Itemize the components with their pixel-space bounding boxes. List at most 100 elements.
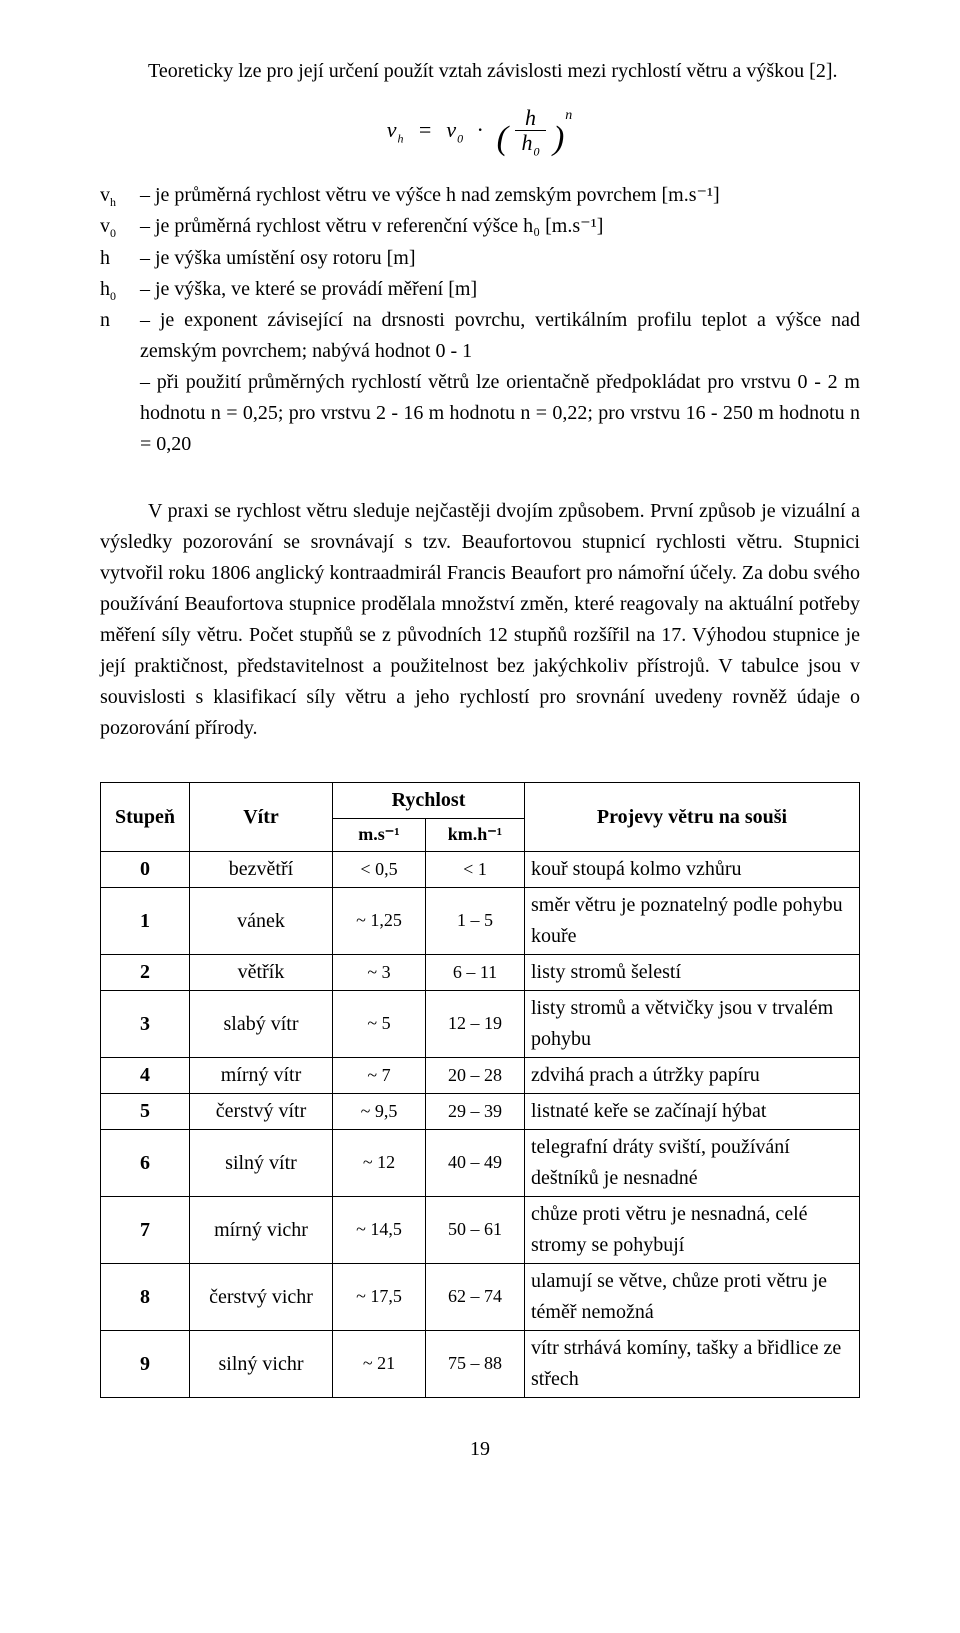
- def-note: – při použití průměrných rychlostí větrů…: [140, 367, 860, 460]
- formula-v0-sub: 0: [457, 131, 464, 145]
- cell-stupen: 1: [101, 888, 190, 955]
- formula-sup: n: [565, 108, 573, 123]
- cell-kmh: 6 – 11: [426, 955, 525, 991]
- cell-vitr: silný vichr: [190, 1331, 333, 1398]
- def-n: n – je exponent závisející na drsnosti p…: [100, 305, 860, 367]
- def-h-text: – je výška umístění osy rotoru [m]: [140, 243, 860, 274]
- formula-den-base: h: [521, 130, 533, 155]
- table-row: 8 čerstvý vichr ~ 17,5 62 – 74 ulamují s…: [101, 1264, 860, 1331]
- formula-lparen: (: [497, 113, 509, 166]
- cell-ms: ~ 12: [333, 1130, 426, 1197]
- table-row: 0 bezvětří < 0,5 < 1 kouř stoupá kolmo v…: [101, 852, 860, 888]
- def-h: h – je výška umístění osy rotoru [m]: [100, 243, 860, 274]
- cell-vitr: vánek: [190, 888, 333, 955]
- table-header-row-1: Stupeň Vítr Rychlost Projevy větru na so…: [101, 783, 860, 819]
- cell-stupen: 9: [101, 1331, 190, 1398]
- cell-ms: ~ 21: [333, 1331, 426, 1398]
- cell-ms: ~ 9,5: [333, 1094, 426, 1130]
- th-kmh: km.h⁻¹: [426, 819, 525, 852]
- cell-projevy: listnaté keře se začínají hýbat: [525, 1094, 860, 1130]
- formula-num: h: [525, 105, 537, 130]
- cell-kmh: 12 – 19: [426, 991, 525, 1058]
- cell-ms: ~ 3: [333, 955, 426, 991]
- cell-kmh: 75 – 88: [426, 1331, 525, 1398]
- cell-projevy: telegrafní dráty sviští, používání deštn…: [525, 1130, 860, 1197]
- cell-vitr: mírný vichr: [190, 1197, 333, 1264]
- def-v0-text: – je průměrná rychlost větru v referenčn…: [140, 211, 860, 242]
- th-projevy: Projevy větru na souši: [525, 783, 860, 852]
- page-number: 19: [100, 1434, 860, 1465]
- definition-list: vh – je průměrná rychlost větru ve výšce…: [100, 180, 860, 461]
- cell-kmh: 1 – 5: [426, 888, 525, 955]
- def-h0-symbol: h0: [100, 274, 140, 306]
- table-row: 7 mírný vichr ~ 14,5 50 – 61 chůze proti…: [101, 1197, 860, 1264]
- cell-vitr: čerstvý vichr: [190, 1264, 333, 1331]
- cell-projevy: chůze proti větru je nesnadná, celé stro…: [525, 1197, 860, 1264]
- cell-kmh: < 1: [426, 852, 525, 888]
- cell-ms: ~ 17,5: [333, 1264, 426, 1331]
- def-n-text: – je exponent závisející na drsnosti pov…: [140, 305, 860, 367]
- def-h0: h0 – je výška, ve které se provádí měřen…: [100, 274, 860, 306]
- formula-eq: =: [417, 117, 433, 142]
- cell-ms: ~ 14,5: [333, 1197, 426, 1264]
- cell-vitr: bezvětří: [190, 852, 333, 888]
- th-ms: m.s⁻¹: [333, 819, 426, 852]
- def-vh-text: – je průměrná rychlost větru ve výšce h …: [140, 180, 860, 211]
- cell-vitr: čerstvý vítr: [190, 1094, 333, 1130]
- cell-stupen: 0: [101, 852, 190, 888]
- formula-lhs-sub: h: [397, 131, 404, 145]
- formula-den-sub: 0: [533, 144, 540, 158]
- cell-projevy: listy stromů šelestí: [525, 955, 860, 991]
- table-row: 4 mírný vítr ~ 7 20 – 28 zdvihá prach a …: [101, 1058, 860, 1094]
- cell-stupen: 5: [101, 1094, 190, 1130]
- cell-kmh: 29 – 39: [426, 1094, 525, 1130]
- cell-projevy: listy stromů a větvičky jsou v trvalém p…: [525, 991, 860, 1058]
- formula-lhs-base: v: [387, 117, 398, 142]
- paragraph-intro: Teoreticky lze pro její určení použít vz…: [100, 56, 860, 87]
- cell-stupen: 3: [101, 991, 190, 1058]
- table-row: 5 čerstvý vítr ~ 9,5 29 – 39 listnaté ke…: [101, 1094, 860, 1130]
- def-v0: v0 – je průměrná rychlost větru v refere…: [100, 211, 860, 243]
- cell-projevy: směr větru je poznatelný podle pohybu ko…: [525, 888, 860, 955]
- def-vh-symbol: vh: [100, 180, 140, 212]
- def-n-symbol: n: [100, 305, 140, 336]
- cell-kmh: 50 – 61: [426, 1197, 525, 1264]
- formula-rparen: ): [553, 113, 565, 166]
- th-rychlost: Rychlost: [333, 783, 525, 819]
- cell-ms: < 0,5: [333, 852, 426, 888]
- cell-projevy: kouř stoupá kolmo vzhůru: [525, 852, 860, 888]
- cell-kmh: 20 – 28: [426, 1058, 525, 1094]
- cell-ms: ~ 5: [333, 991, 426, 1058]
- def-h-symbol: h: [100, 243, 140, 274]
- cell-vitr: slabý vítr: [190, 991, 333, 1058]
- cell-stupen: 7: [101, 1197, 190, 1264]
- table-row: 3 slabý vítr ~ 5 12 – 19 listy stromů a …: [101, 991, 860, 1058]
- th-vitr: Vítr: [190, 783, 333, 852]
- cell-kmh: 40 – 49: [426, 1130, 525, 1197]
- table-row: 1 vánek ~ 1,25 1 – 5 směr větru je pozna…: [101, 888, 860, 955]
- cell-projevy: vítr strhává komíny, tašky a břidlice ze…: [525, 1331, 860, 1398]
- def-h0-text: – je výška, ve které se provádí měření […: [140, 274, 860, 305]
- cell-ms: ~ 1,25: [333, 888, 426, 955]
- def-v0-symbol: v0: [100, 211, 140, 243]
- table-row: 2 větřík ~ 3 6 – 11 listy stromů šelestí: [101, 955, 860, 991]
- cell-vitr: mírný vítr: [190, 1058, 333, 1094]
- cell-kmh: 62 – 74: [426, 1264, 525, 1331]
- th-stupen: Stupeň: [101, 783, 190, 852]
- cell-stupen: 6: [101, 1130, 190, 1197]
- cell-stupen: 4: [101, 1058, 190, 1094]
- cell-projevy: zdvihá prach a útržky papíru: [525, 1058, 860, 1094]
- beaufort-table: Stupeň Vítr Rychlost Projevy větru na so…: [100, 782, 860, 1398]
- formula-vh: vh = v0 · ( h h0 )n: [100, 105, 860, 166]
- def-vh: vh – je průměrná rychlost větru ve výšce…: [100, 180, 860, 212]
- formula-v0-base: v: [446, 117, 457, 142]
- paragraph-beaufort: V praxi se rychlost větru sleduje nejčas…: [100, 496, 860, 744]
- cell-vitr: větřík: [190, 955, 333, 991]
- cell-ms: ~ 7: [333, 1058, 426, 1094]
- cell-projevy: ulamují se větve, chůze proti větru je t…: [525, 1264, 860, 1331]
- table-row: 6 silný vítr ~ 12 40 – 49 telegrafní drá…: [101, 1130, 860, 1197]
- cell-stupen: 2: [101, 955, 190, 991]
- cell-vitr: silný vítr: [190, 1130, 333, 1197]
- cell-stupen: 8: [101, 1264, 190, 1331]
- table-row: 9 silný vichr ~ 21 75 – 88 vítr strhává …: [101, 1331, 860, 1398]
